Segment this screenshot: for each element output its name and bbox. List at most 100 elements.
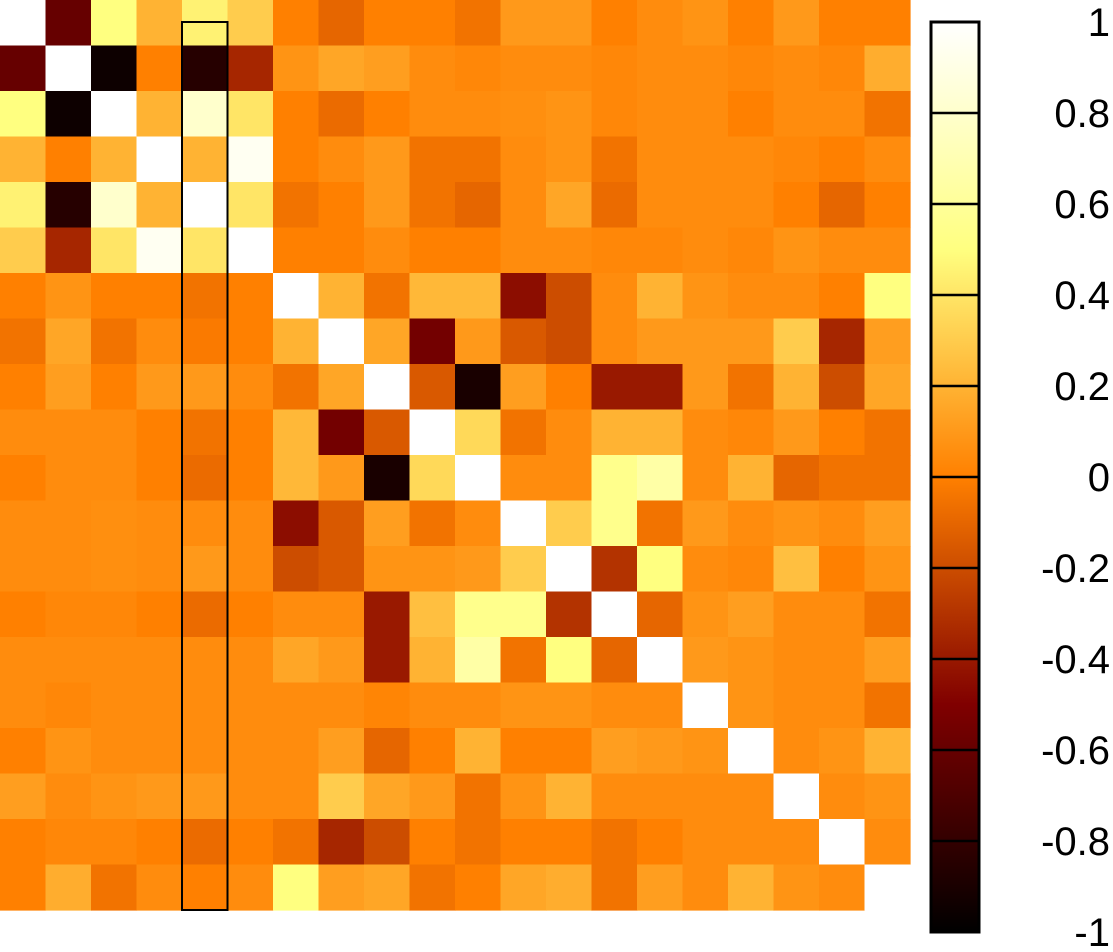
heatmap-cell [136,273,183,320]
heatmap-cell [409,682,456,729]
heatmap-cell [364,819,411,866]
heatmap-cell [500,364,547,411]
heatmap-cell [45,728,92,775]
heatmap-cell [45,455,92,502]
heatmap-cell [318,273,365,320]
heatmap-cell [455,364,502,411]
heatmap-cell [773,364,820,411]
heatmap-cell [409,546,456,593]
heatmap-cell [91,91,138,138]
heatmap-cell [819,136,866,183]
heatmap-cell [0,273,47,320]
heatmap-cell [273,318,320,365]
heatmap-cell [546,455,593,502]
heatmap-cell [273,728,320,775]
heatmap-cell [637,637,684,684]
heatmap-cell [364,273,411,320]
heatmap-cell [364,637,411,684]
heatmap-cell [728,637,775,684]
heatmap-cell [182,455,229,502]
heatmap-cell [591,591,638,638]
heatmap-cell [136,227,183,274]
heatmap-cell [409,773,456,820]
heatmap-cell [91,773,138,820]
heatmap-cell [773,455,820,502]
heatmap-cell [91,409,138,456]
heatmap-cell [455,682,502,729]
heatmap-cell [364,364,411,411]
heatmap-cell [591,864,638,911]
heatmap-cell [773,45,820,92]
heatmap-cell [500,546,547,593]
heatmap-cell [773,773,820,820]
heatmap-cell [318,91,365,138]
heatmap-cell [682,728,729,775]
heatmap-cell [182,682,229,729]
heatmap-cell [864,546,911,593]
heatmap-cell [364,773,411,820]
heatmap-cell [136,0,183,47]
heatmap-cell [773,591,820,638]
heatmap-cell [728,136,775,183]
heatmap-cell [773,136,820,183]
heatmap-cell [136,773,183,820]
heatmap-cell [91,45,138,92]
heatmap-cell [455,0,502,47]
colorbar-ticks [931,20,979,934]
heatmap-cell [273,91,320,138]
heatmap-cell [182,0,229,47]
heatmap-cell [273,637,320,684]
heatmap-cell [409,182,456,229]
heatmap-cell [0,728,47,775]
heatmap-cell [0,682,47,729]
heatmap-cell [318,546,365,593]
heatmap-cell [45,136,92,183]
heatmap-cell [591,45,638,92]
heatmap-cell [227,182,274,229]
heatmap-cell [0,409,47,456]
heatmap-cell [500,819,547,866]
heatmap-cell [455,728,502,775]
heatmap-cell [409,0,456,47]
heatmap-cell [637,364,684,411]
heatmap-cell [819,409,866,456]
heatmap-cell [591,409,638,456]
colorbar-tick-label: 0.6 [1054,183,1110,227]
heatmap-cell [637,45,684,92]
heatmap-cell [318,364,365,411]
heatmap-cell [45,819,92,866]
heatmap-cell [91,819,138,866]
heatmap-cell [500,318,547,365]
heatmap-cell [91,227,138,274]
heatmap-cell [637,682,684,729]
heatmap-cell [819,500,866,547]
heatmap-cell [227,273,274,320]
heatmap-cell [637,227,684,274]
heatmap-cell [819,318,866,365]
colorbar-tick-label: -0.8 [1041,820,1110,864]
heatmap-cell [455,500,502,547]
heatmap-cell [455,773,502,820]
heatmap-cell [182,45,229,92]
heatmap-cell [728,819,775,866]
heatmap-cell [318,682,365,729]
heatmap-cell [409,227,456,274]
heatmap-cell [227,227,274,274]
heatmap-cell [273,500,320,547]
heatmap-cell [455,182,502,229]
heatmap-cell [318,455,365,502]
heatmap-cell [136,591,183,638]
heatmap-cell [136,364,183,411]
heatmap-cell [45,773,92,820]
heatmap-cell [773,819,820,866]
heatmap-cell [0,455,47,502]
heatmap-cell [227,364,274,411]
colorbar-tick-label: -0.4 [1041,638,1110,682]
heatmap-cell [864,45,911,92]
heatmap-cell [819,273,866,320]
heatmap-cell [455,136,502,183]
heatmap-cells [0,0,911,911]
heatmap-cell [546,227,593,274]
heatmap-cell [864,273,911,320]
heatmap-cell [273,773,320,820]
